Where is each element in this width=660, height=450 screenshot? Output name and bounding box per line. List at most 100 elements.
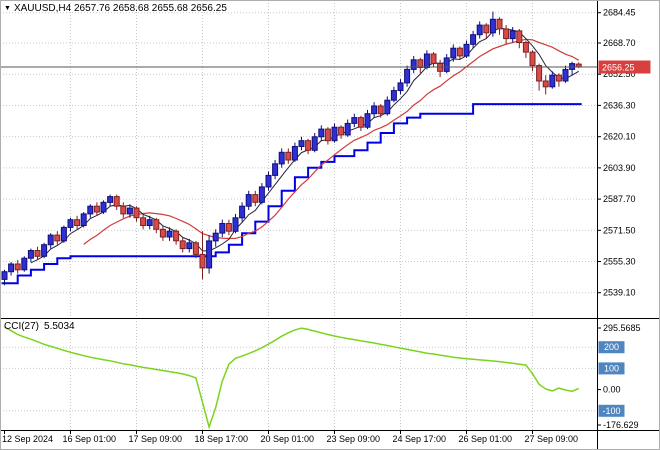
candle-body <box>34 250 41 257</box>
candle-body <box>555 74 562 82</box>
candle-body <box>298 140 305 147</box>
price-axis-label: 2555.30 <box>603 257 636 267</box>
candle-body <box>430 53 437 65</box>
time-axis-labels: 12 Sep 2024 16 Sep 01:00 17 Sep 09:00 18 Se… <box>2 431 578 444</box>
candle-body <box>179 240 186 250</box>
candle-body <box>529 51 536 67</box>
candle-body <box>173 230 180 242</box>
candle-body <box>27 250 34 259</box>
candle-body <box>192 242 199 255</box>
time-axis-label: 16 Sep 01:00 <box>63 434 117 444</box>
candle-body <box>456 47 463 57</box>
candle-body <box>496 18 503 30</box>
candle-body <box>410 59 417 70</box>
candle-body <box>324 128 331 142</box>
time-axis-label: 18 Sep 17:00 <box>195 434 249 444</box>
time-axis[interactable] <box>0 431 597 450</box>
candle-body <box>384 99 391 115</box>
price-axis-label: 2684.45 <box>603 8 636 18</box>
candle-body <box>146 219 153 226</box>
candle-body <box>371 105 378 115</box>
candle-body <box>252 194 259 203</box>
candle-body <box>74 219 81 226</box>
candle-body <box>443 57 450 72</box>
candle-body <box>219 223 226 234</box>
candle-body <box>67 219 74 228</box>
candle-body <box>93 205 100 213</box>
candle-body <box>54 234 61 242</box>
candle-body <box>199 253 206 269</box>
candle-body <box>258 186 265 203</box>
candle-body <box>1 271 8 280</box>
indicator-value: 5.5034 <box>44 321 75 332</box>
price-axis-label: 2652.50 <box>603 69 636 79</box>
candle-body <box>239 205 246 219</box>
cci-level-badge <box>598 341 625 354</box>
candle-body <box>390 90 397 101</box>
candle-body <box>318 128 325 138</box>
candle-body <box>503 28 510 40</box>
candle-body <box>126 207 133 215</box>
current-price-badge <box>598 60 651 74</box>
candle-body <box>331 126 338 142</box>
price-axis-label: 2620.10 <box>603 132 636 142</box>
candle-body <box>357 117 364 128</box>
candle-body <box>60 226 67 242</box>
main-chart-area[interactable] <box>0 0 597 318</box>
candle-body <box>291 146 298 161</box>
candle-body <box>311 136 318 151</box>
candle-body <box>549 74 556 88</box>
candle-body <box>509 30 516 40</box>
price-axis-label: 2603.90 <box>603 163 636 173</box>
candle-body <box>397 82 404 92</box>
time-axis-label: 24 Sep 17:00 <box>393 434 447 444</box>
price-axis-label: 2587.70 <box>603 194 636 204</box>
price-axis-labels: 2684.45 2668.70 2652.50 2636.30 2620.10 2603.… <box>597 8 636 298</box>
candle-body <box>562 68 569 82</box>
chart-title-text: XAUUSD,H4 2657.76 2658.68 2655.68 2656.2… <box>13 3 227 14</box>
candle-body <box>8 263 15 273</box>
candle-body <box>87 205 94 215</box>
candle-body <box>153 219 160 230</box>
candle-body <box>186 242 193 250</box>
step-support-line <box>1 103 582 285</box>
candle-body <box>41 244 48 257</box>
candle-body <box>364 113 371 128</box>
candle-body <box>113 196 120 207</box>
cci-level-label: 100 <box>604 363 619 373</box>
candle-body <box>338 126 345 136</box>
candle-body <box>140 217 147 227</box>
indicator-panel-cci[interactable] <box>0 319 597 430</box>
time-axis-label: 23 Sep 09:00 <box>327 434 381 444</box>
candle-body <box>245 194 252 207</box>
time-axis-label: 27 Sep 09:00 <box>525 434 579 444</box>
price-axis-label: 2571.50 <box>603 225 636 235</box>
price-axis-label: 2668.70 <box>603 38 636 48</box>
candle-body <box>47 234 54 246</box>
time-axis-label: 17 Sep 09:00 <box>129 434 183 444</box>
candle-body <box>463 43 470 57</box>
cci-max-label: 295.5685 <box>603 323 641 333</box>
candle-body <box>516 30 523 43</box>
candle-body <box>344 122 351 136</box>
candle-body <box>272 163 279 176</box>
candle-body <box>522 42 529 53</box>
price-axis[interactable] <box>597 0 660 450</box>
candle-body <box>483 24 490 34</box>
grid <box>0 0 597 430</box>
cci-level-badge <box>598 404 625 417</box>
ma-slow-line <box>83 38 579 245</box>
time-axis-label: 20 Sep 01:00 <box>261 434 315 444</box>
candle-body <box>133 207 140 219</box>
cci-level-label: 200 <box>604 342 619 352</box>
cci-axis-labels: 295.5685 0.00 -176.629 200 100 -100 <box>597 323 641 430</box>
time-axis-label: 26 Sep 01:00 <box>459 434 513 444</box>
candle-body <box>120 205 127 215</box>
candle-body <box>450 47 457 59</box>
cci-min-label: -176.629 <box>603 420 639 430</box>
candle-body <box>285 151 292 161</box>
candle-body <box>107 196 114 203</box>
candle-body <box>225 223 232 232</box>
